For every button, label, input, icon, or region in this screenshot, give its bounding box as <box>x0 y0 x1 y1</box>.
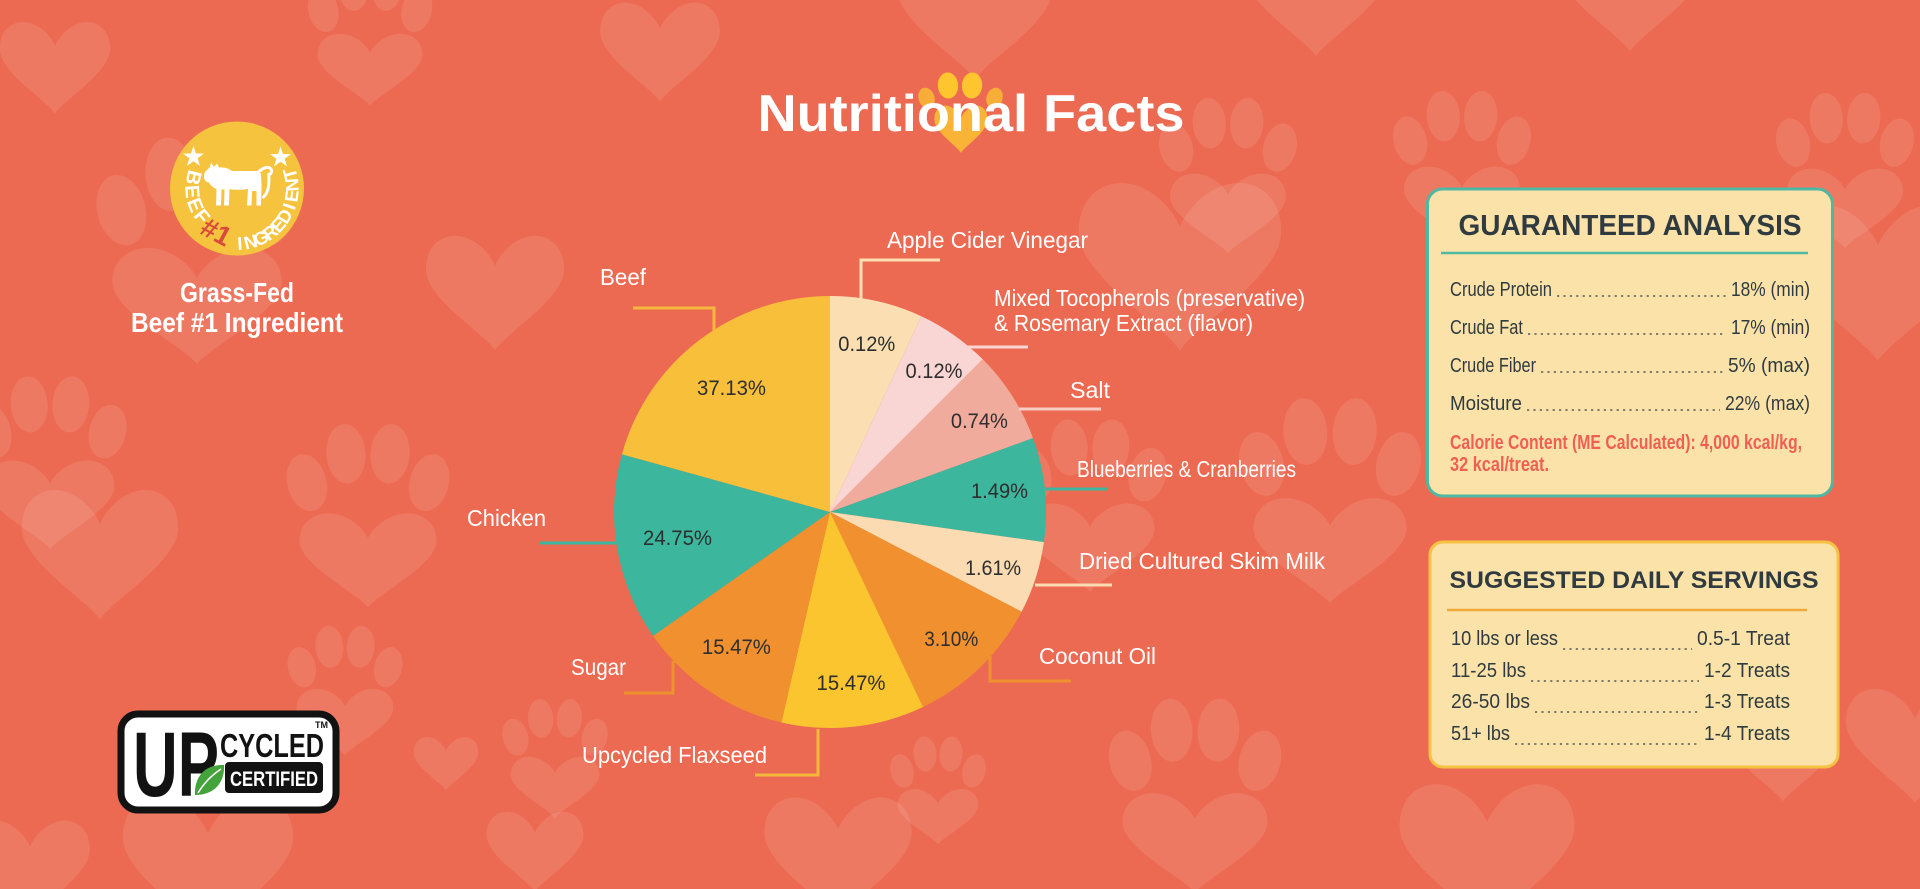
svg-text:1.61%: 1.61% <box>965 557 1021 580</box>
svg-text:Grass-Fed: Grass-Fed <box>180 277 294 308</box>
svg-text:Upcycled Flaxseed: Upcycled Flaxseed <box>582 742 767 768</box>
svg-text:UP: UP <box>133 714 219 816</box>
svg-text:51+ lbs: 51+ lbs <box>1451 723 1510 745</box>
svg-text:N: N <box>281 177 303 192</box>
svg-text:Dried Cultured Skim Milk: Dried Cultured Skim Milk <box>1079 548 1325 574</box>
svg-text:0.74%: 0.74% <box>951 410 1008 433</box>
svg-text:CERTIFIED: CERTIFIED <box>230 768 318 791</box>
svg-text:0.12%: 0.12% <box>838 333 895 356</box>
svg-text:& Rosemary Extract (flavor): & Rosemary Extract (flavor) <box>994 310 1253 336</box>
svg-text:Apple Cider Vinegar: Apple Cider Vinegar <box>887 227 1088 253</box>
svg-text:Beef #1 Ingredient: Beef #1 Ingredient <box>131 307 343 338</box>
svg-text:Sugar: Sugar <box>571 654 626 680</box>
svg-text:22% (max): 22% (max) <box>1725 393 1810 415</box>
svg-text:Salt: Salt <box>1070 377 1111 403</box>
svg-text:E: E <box>280 188 302 203</box>
svg-text:37.13%: 37.13% <box>697 377 766 400</box>
svg-text:Calorie Content (ME Calculated: Calorie Content (ME Calculated): 4,000 k… <box>1450 432 1802 454</box>
svg-text:Crude Fat: Crude Fat <box>1450 317 1523 339</box>
svg-text:Nutritional Facts: Nutritional Facts <box>758 85 1185 143</box>
svg-text:3.10%: 3.10% <box>924 628 978 651</box>
svg-text:Mixed Tocopherols (preservativ: Mixed Tocopherols (preservative) <box>994 285 1305 311</box>
svg-text:TM: TM <box>315 720 328 730</box>
svg-text:15.47%: 15.47% <box>702 636 771 659</box>
svg-text:I: I <box>278 200 300 212</box>
svg-text:24.75%: 24.75% <box>643 527 712 550</box>
svg-text:Crude Fiber: Crude Fiber <box>1450 355 1536 377</box>
svg-text:17% (min): 17% (min) <box>1731 317 1810 339</box>
svg-text:1-2 Treats: 1-2 Treats <box>1704 660 1790 682</box>
svg-text:Coconut Oil: Coconut Oil <box>1039 643 1156 669</box>
svg-text:E: E <box>180 184 203 199</box>
svg-text:0.12%: 0.12% <box>906 360 963 383</box>
svg-text:SUGGESTED DAILY SERVINGS: SUGGESTED DAILY SERVINGS <box>1450 567 1819 594</box>
svg-text:B: B <box>180 168 205 187</box>
svg-text:5% (max): 5% (max) <box>1728 355 1810 377</box>
svg-text:11-25 lbs: 11-25 lbs <box>1451 660 1526 682</box>
svg-text:Blueberries & Cranberries: Blueberries & Cranberries <box>1077 456 1296 482</box>
svg-text:I: I <box>237 233 243 254</box>
svg-text:Crude Protein: Crude Protein <box>1450 279 1552 301</box>
svg-text:26-50 lbs: 26-50 lbs <box>1451 691 1530 713</box>
svg-text:1.49%: 1.49% <box>971 480 1028 503</box>
svg-text:10 lbs or less: 10 lbs or less <box>1451 628 1558 650</box>
svg-text:0.5-1 Treat: 0.5-1 Treat <box>1697 628 1790 650</box>
svg-text:GUARANTEED ANALYSIS: GUARANTEED ANALYSIS <box>1459 210 1802 242</box>
svg-text:Moisture: Moisture <box>1450 393 1522 415</box>
svg-text:18% (min): 18% (min) <box>1731 279 1810 301</box>
svg-text:32 kcal/treat.: 32 kcal/treat. <box>1450 454 1549 476</box>
svg-text:Beef: Beef <box>600 264 647 290</box>
svg-text:N: N <box>242 230 260 254</box>
svg-text:15.47%: 15.47% <box>817 672 886 695</box>
svg-text:1-4 Treats: 1-4 Treats <box>1704 723 1790 745</box>
svg-text:1-3 Treats: 1-3 Treats <box>1704 691 1790 713</box>
svg-text:Chicken: Chicken <box>467 505 546 531</box>
svg-text:CYCLED: CYCLED <box>220 727 324 764</box>
